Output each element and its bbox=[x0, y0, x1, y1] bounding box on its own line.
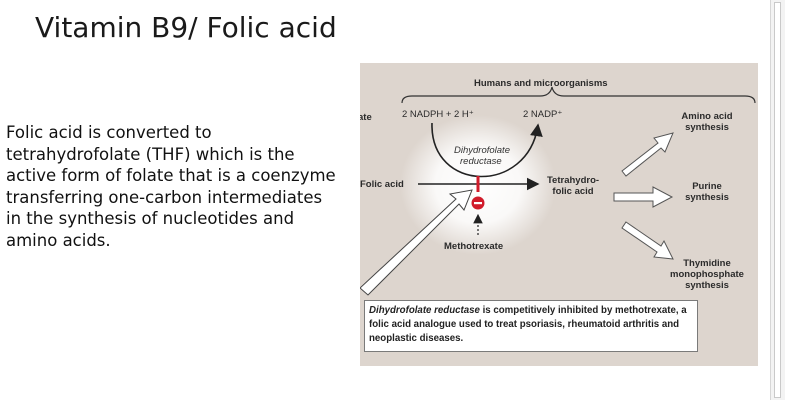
callout-arrow bbox=[360, 189, 473, 296]
slide-body-text: Folic acid is converted to tetrahydrofol… bbox=[6, 123, 336, 250]
inhibition-minus bbox=[474, 202, 482, 205]
scrollbar-thumb[interactable] bbox=[774, 2, 781, 398]
enzyme-label-1: Dihydrofolate bbox=[454, 145, 510, 156]
figure-caption: Dihydrofolate reductase is competitively… bbox=[364, 300, 698, 352]
left-cut-label: ate bbox=[360, 112, 372, 123]
nadp-label: 2 NADP⁺ bbox=[523, 109, 563, 120]
caption-enzyme: Dihydrofolate reductase bbox=[369, 305, 480, 316]
inhibitor-label: Methotrexate bbox=[444, 241, 504, 252]
product-label-2: folic acid bbox=[552, 186, 594, 197]
folate-diagram: Humans and microorganisms ate 2 NADPH + … bbox=[360, 63, 758, 366]
output-purine-2: synthesis bbox=[685, 192, 729, 203]
output-purine-1: Purine bbox=[692, 181, 722, 192]
output-amino-1: Amino acid bbox=[681, 111, 733, 122]
product-label-1: Tetrahydro- bbox=[546, 175, 600, 186]
cofactor-arc bbox=[431, 122, 543, 178]
arrow-purine bbox=[613, 186, 674, 208]
enzyme-label-2: reductase bbox=[460, 156, 502, 167]
arrow-thymidine bbox=[621, 221, 674, 260]
output-thymidine-3: synthesis bbox=[685, 280, 729, 291]
diagram-graphics bbox=[360, 86, 756, 296]
vertical-scrollbar[interactable] bbox=[770, 0, 785, 400]
nadph-label: 2 NADPH + 2 H⁺ bbox=[402, 109, 474, 120]
output-amino-2: synthesis bbox=[685, 122, 729, 133]
arrow-amino-acid bbox=[621, 132, 674, 177]
caption-text: is competitively inhibited by methotrexa… bbox=[369, 305, 687, 344]
output-thymidine-2: monophosphate bbox=[670, 269, 744, 280]
header-label: Humans and microorganisms bbox=[474, 78, 608, 89]
substrate-label: Folic acid bbox=[360, 179, 404, 190]
group-brace bbox=[401, 86, 756, 104]
slide-title: Vitamin B9/ Folic acid bbox=[35, 11, 337, 44]
output-thymidine-1: Thymidine bbox=[683, 258, 731, 269]
